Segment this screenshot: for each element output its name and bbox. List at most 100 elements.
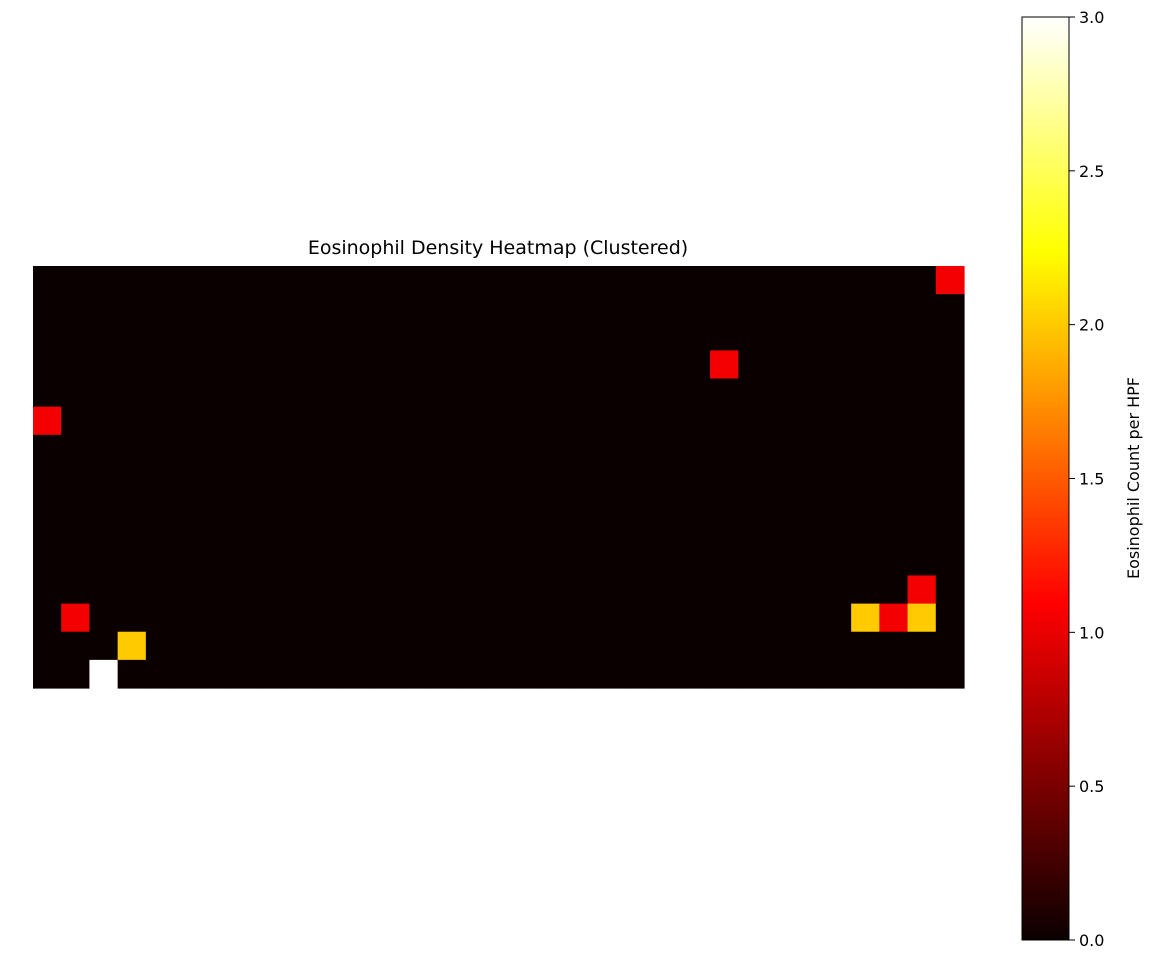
heatmap-cell bbox=[230, 462, 260, 492]
heatmap-cell bbox=[33, 434, 62, 464]
heatmap-cell bbox=[258, 575, 288, 605]
heatmap-cell bbox=[399, 322, 429, 351]
heatmap-cell bbox=[61, 322, 91, 351]
heatmap-cell bbox=[625, 434, 655, 464]
heatmap-cell bbox=[315, 603, 344, 633]
chart-title: Eosinophil Density Heatmap (Clustered) bbox=[308, 237, 688, 259]
heatmap-cell bbox=[202, 575, 232, 605]
heatmap-cell bbox=[315, 350, 344, 380]
heatmap-cell bbox=[371, 491, 401, 520]
heatmap-cell bbox=[569, 322, 598, 351]
heatmap-cell bbox=[710, 491, 739, 520]
heatmap-cell bbox=[822, 659, 852, 689]
heatmap-cell bbox=[794, 322, 824, 351]
heatmap-cell bbox=[202, 519, 232, 548]
heatmap-cell bbox=[174, 294, 203, 323]
heatmap-cell bbox=[569, 575, 598, 605]
heatmap-cell bbox=[484, 603, 514, 633]
heatmap-cell bbox=[738, 434, 768, 464]
heatmap-cell bbox=[343, 462, 373, 492]
heatmap-cell bbox=[569, 462, 598, 492]
heatmap-cell bbox=[427, 294, 457, 323]
heatmap-cell bbox=[597, 322, 627, 351]
heatmap-cell bbox=[625, 350, 655, 380]
heatmap-cell bbox=[371, 294, 401, 323]
heatmap-cell bbox=[907, 266, 937, 295]
heatmap-cell bbox=[569, 603, 598, 633]
heatmap-cell bbox=[33, 575, 62, 605]
heatmap-cell bbox=[681, 575, 711, 605]
heatmap-cell bbox=[399, 659, 429, 689]
heatmap-cell bbox=[230, 378, 260, 408]
heatmap-cell bbox=[625, 575, 655, 605]
heatmap-cell bbox=[202, 294, 232, 323]
heatmap-cell bbox=[399, 491, 429, 520]
heatmap-cell bbox=[258, 434, 288, 464]
heatmap-cell bbox=[286, 575, 316, 605]
heatmap-cell bbox=[710, 631, 739, 661]
heatmap-cell bbox=[653, 462, 683, 492]
heatmap-cell bbox=[681, 322, 711, 351]
heatmap-cell bbox=[935, 462, 965, 492]
heatmap-cell bbox=[794, 603, 824, 633]
heatmap-cell bbox=[371, 547, 401, 577]
heatmap-cell bbox=[315, 491, 344, 520]
heatmap-cell bbox=[766, 491, 796, 520]
heatmap-cell bbox=[456, 434, 485, 464]
heatmap-cell bbox=[766, 378, 796, 408]
colorbar-tick-label: 2.0 bbox=[1079, 316, 1104, 335]
heatmap-cell bbox=[174, 631, 203, 661]
heatmap-cell bbox=[879, 575, 909, 605]
heatmap-cell bbox=[145, 322, 175, 351]
colorbar-tick-label: 1.0 bbox=[1079, 623, 1104, 642]
heatmap-cell bbox=[315, 575, 344, 605]
heatmap-cell bbox=[710, 603, 739, 633]
heatmap-cell bbox=[512, 434, 542, 464]
heatmap-cell bbox=[822, 462, 852, 492]
heatmap-cell bbox=[89, 575, 119, 605]
heatmap-cell bbox=[371, 631, 401, 661]
heatmap-cell bbox=[738, 294, 768, 323]
heatmap-cell bbox=[258, 378, 288, 408]
heatmap-cell bbox=[230, 434, 260, 464]
heatmap-cell bbox=[766, 294, 796, 323]
heatmap-cell bbox=[738, 519, 768, 548]
heatmap-cell bbox=[174, 378, 203, 408]
heatmap-cell bbox=[61, 547, 91, 577]
heatmap-cell bbox=[33, 406, 62, 436]
heatmap-cell bbox=[258, 547, 288, 577]
heatmap-cell bbox=[286, 659, 316, 689]
heatmap-cell bbox=[258, 322, 288, 351]
heatmap-cell bbox=[427, 547, 457, 577]
heatmap-cell bbox=[794, 266, 824, 295]
heatmap-cell bbox=[681, 491, 711, 520]
heatmap-cell bbox=[569, 547, 598, 577]
heatmap-cell bbox=[738, 350, 768, 380]
heatmap-cell bbox=[89, 631, 119, 661]
heatmap-cell bbox=[399, 603, 429, 633]
heatmap-cell bbox=[879, 350, 909, 380]
heatmap-cell bbox=[456, 631, 485, 661]
heatmap-cell bbox=[315, 406, 344, 436]
heatmap-cell bbox=[202, 406, 232, 436]
heatmap-cell bbox=[230, 322, 260, 351]
heatmap-cell bbox=[399, 462, 429, 492]
heatmap-cell bbox=[681, 266, 711, 295]
heatmap-cell bbox=[33, 266, 62, 295]
heatmap-cell bbox=[145, 659, 175, 689]
heatmap-cell bbox=[540, 631, 570, 661]
heatmap-cell bbox=[766, 462, 796, 492]
heatmap-cell bbox=[822, 378, 852, 408]
heatmap-cell bbox=[315, 659, 344, 689]
heatmap-cell bbox=[597, 659, 627, 689]
heatmap-cell bbox=[738, 462, 768, 492]
heatmap-cell bbox=[456, 519, 485, 548]
heatmap-cell bbox=[89, 462, 119, 492]
heatmap-cell bbox=[371, 462, 401, 492]
heatmap-cell bbox=[738, 659, 768, 689]
heatmap-cell bbox=[710, 266, 739, 295]
heatmap-cell bbox=[61, 659, 91, 689]
heatmap-cell bbox=[145, 266, 175, 295]
heatmap-cell bbox=[427, 659, 457, 689]
heatmap-cell bbox=[766, 547, 796, 577]
